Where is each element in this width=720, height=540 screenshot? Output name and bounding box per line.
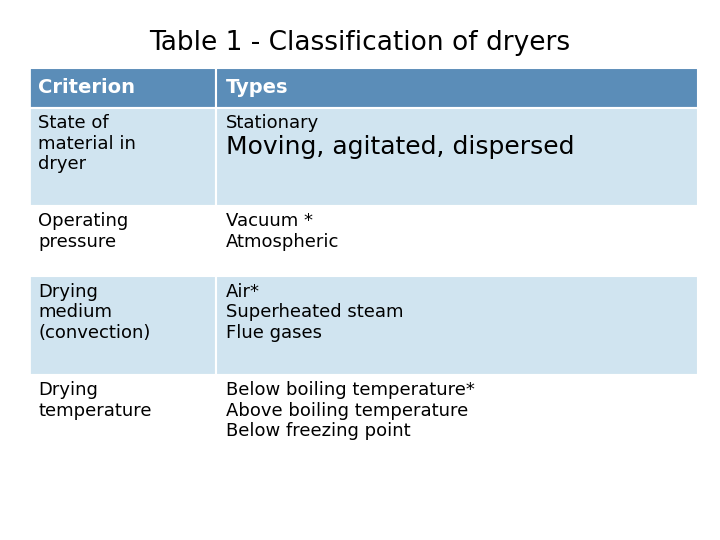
Text: Drying: Drying xyxy=(38,381,98,399)
Text: Flue gases: Flue gases xyxy=(225,324,322,342)
Text: medium: medium xyxy=(38,303,112,321)
Text: temperature: temperature xyxy=(38,402,152,420)
Bar xyxy=(216,276,698,375)
Text: Table 1 - Classification of dryers: Table 1 - Classification of dryers xyxy=(150,30,570,56)
Text: Air*: Air* xyxy=(225,283,260,301)
Bar xyxy=(29,276,216,375)
Bar xyxy=(29,375,216,487)
Text: material in: material in xyxy=(38,134,136,153)
Text: Above boiling temperature: Above boiling temperature xyxy=(225,402,468,420)
Text: Stationary: Stationary xyxy=(225,114,319,132)
Text: Superheated steam: Superheated steam xyxy=(225,303,403,321)
Bar xyxy=(216,206,698,276)
Text: pressure: pressure xyxy=(38,233,117,251)
Text: State of: State of xyxy=(38,114,109,132)
Bar xyxy=(216,375,698,487)
Text: Vacuum *: Vacuum * xyxy=(225,212,312,230)
Text: Types: Types xyxy=(225,78,288,97)
Bar xyxy=(29,107,216,206)
Text: (convection): (convection) xyxy=(38,324,150,342)
Text: Drying: Drying xyxy=(38,283,98,301)
Bar xyxy=(216,68,698,107)
Text: Criterion: Criterion xyxy=(38,78,135,97)
Text: Operating: Operating xyxy=(38,212,128,230)
Text: Atmospheric: Atmospheric xyxy=(225,233,339,251)
Text: Below freezing point: Below freezing point xyxy=(225,422,410,440)
Bar xyxy=(29,206,216,276)
Text: dryer: dryer xyxy=(38,155,86,173)
Text: Moving, agitated, dispersed: Moving, agitated, dispersed xyxy=(225,134,574,159)
Bar xyxy=(29,68,216,107)
Text: Below boiling temperature*: Below boiling temperature* xyxy=(225,381,474,399)
Bar xyxy=(216,107,698,206)
Bar xyxy=(29,68,698,524)
